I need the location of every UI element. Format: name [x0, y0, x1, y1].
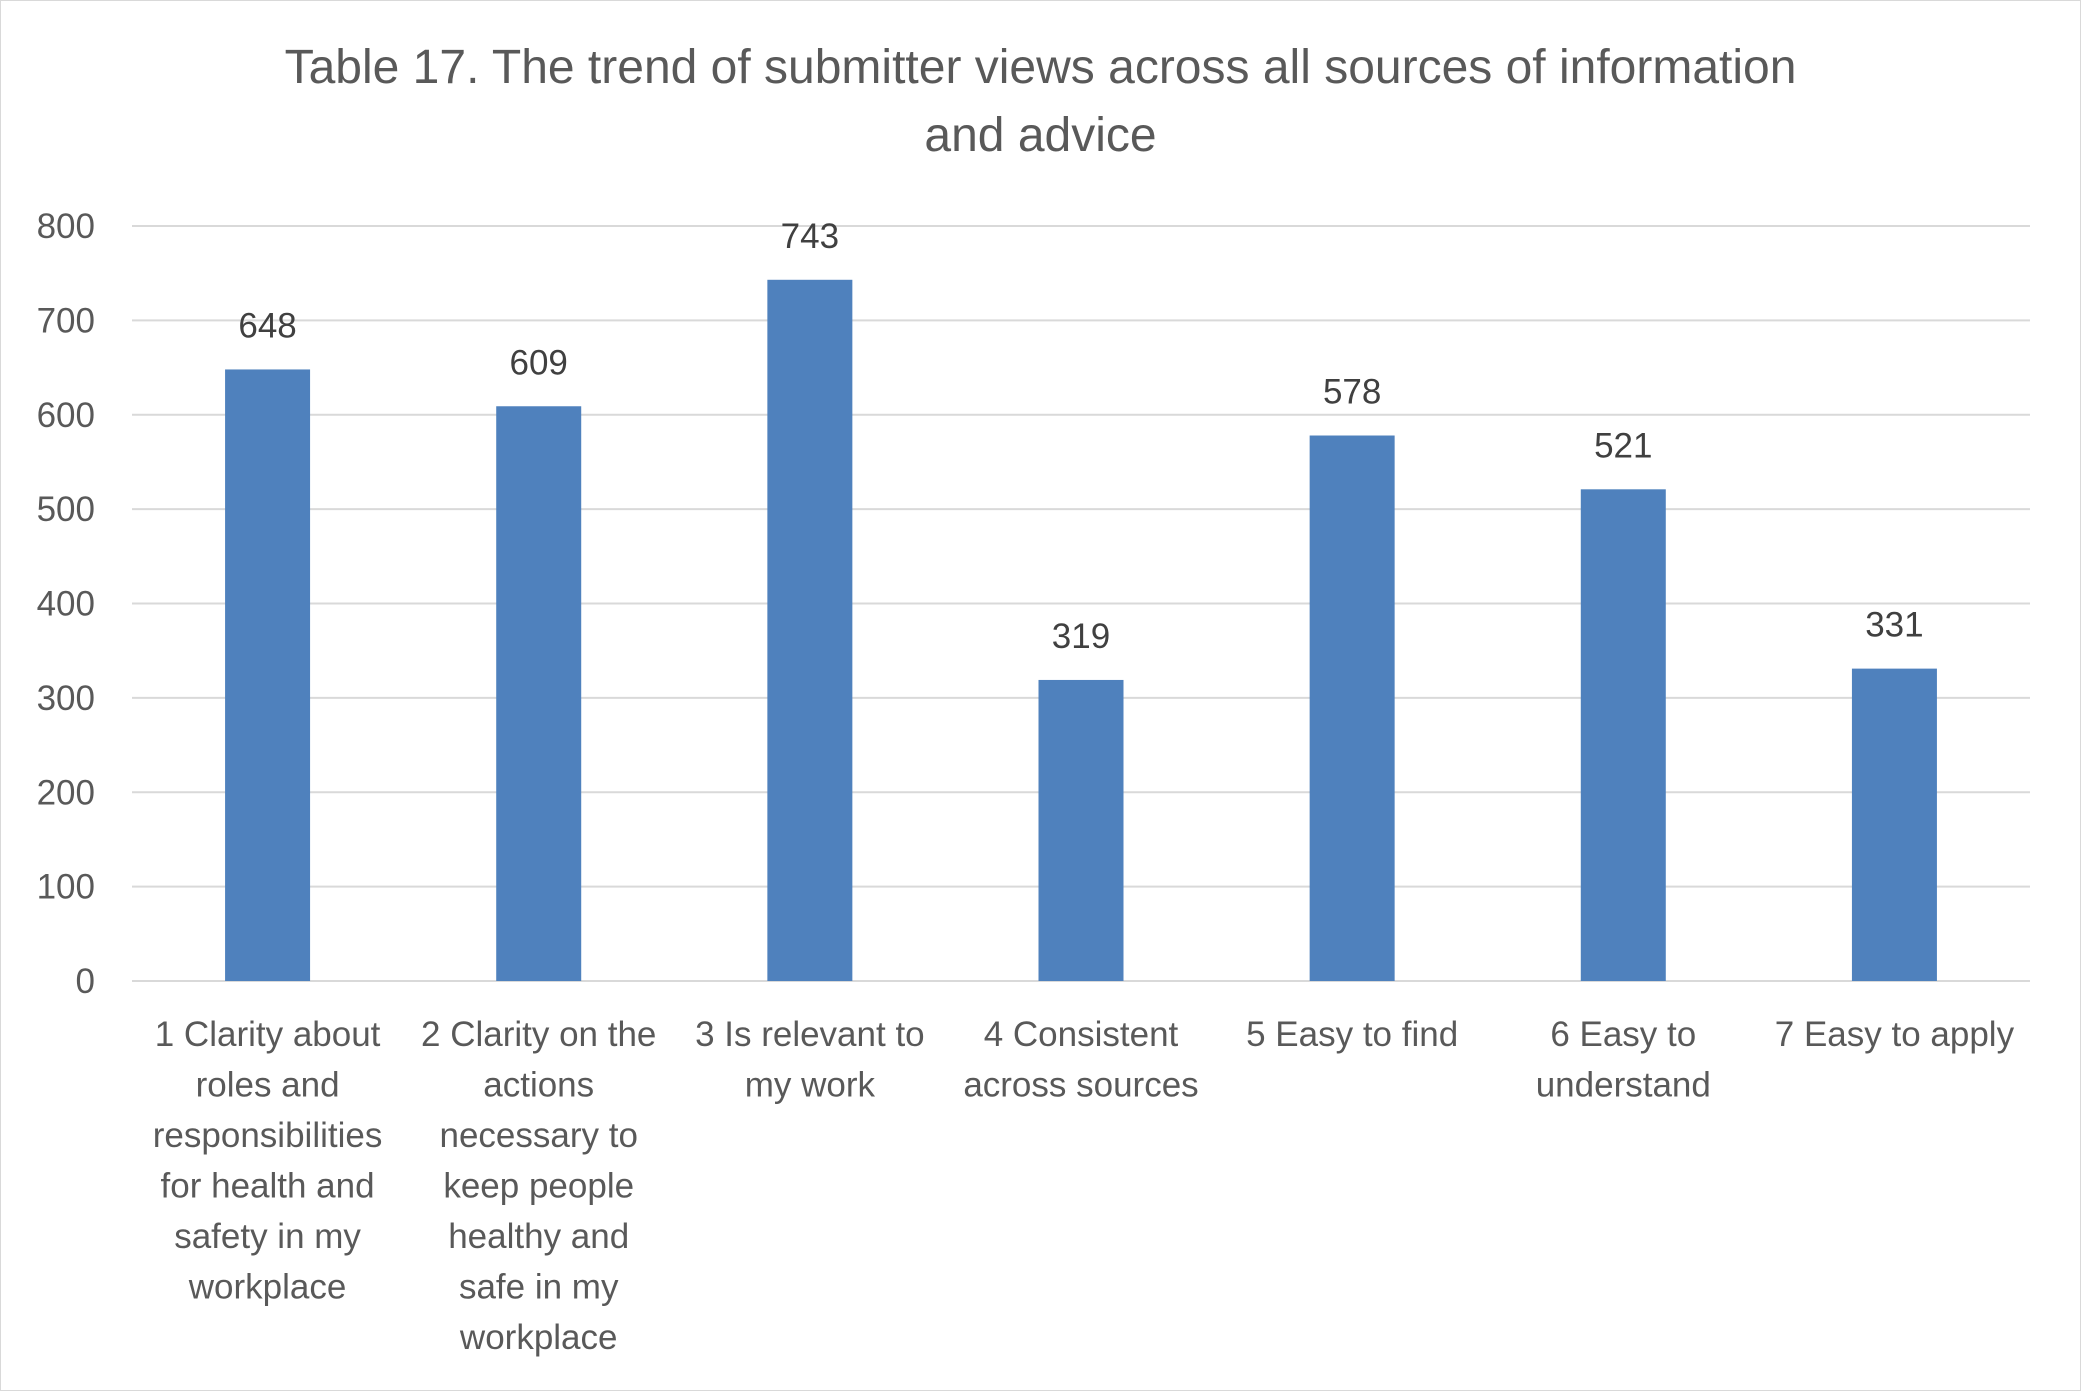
y-tick-label: 800 [37, 207, 95, 246]
bar [1851, 668, 1937, 981]
bar [1309, 435, 1395, 981]
chart-title: Table 17. The trend of submitter views a… [0, 34, 2081, 170]
category-label-line: actions [483, 1066, 594, 1105]
y-axis-ticks: 0 100 200 300 400 500 600 700 800 [37, 207, 95, 1001]
category-label: 3 Is relevant to my work [695, 1015, 925, 1105]
category-label-line: 1 Clarity about [155, 1015, 381, 1054]
y-tick-label: 200 [37, 773, 95, 812]
category-label-line: across sources [963, 1066, 1198, 1105]
category-label-line: keep people [443, 1167, 634, 1206]
bar [767, 279, 853, 981]
category-label-line: safe in my [459, 1268, 619, 1307]
category-label-line: 3 Is relevant to [695, 1015, 925, 1054]
data-label: 319 [1052, 617, 1110, 656]
y-tick-label: 600 [37, 396, 95, 435]
chart-title-line-2: and advice [924, 109, 1157, 162]
category-label: 1 Clarity about roles and responsibilities… [153, 1015, 383, 1307]
data-label: 743 [781, 217, 839, 256]
category-label: 2 Clarity on the actions necessary to keep … [421, 1015, 656, 1357]
y-tick-label: 100 [37, 868, 95, 907]
bar [225, 369, 311, 981]
y-tick-label: 300 [37, 679, 95, 718]
category-label-line: 2 Clarity on the [421, 1015, 656, 1054]
category-label-line: 4 Consistent [984, 1015, 1179, 1054]
category-label-line: workplace [188, 1268, 347, 1307]
category-label: 6 Easy to understand [1536, 1015, 1711, 1105]
bar [1038, 679, 1124, 981]
chart-title-line-1: Table 17. The trend of submitter views a… [284, 41, 1797, 94]
category-label-line: healthy and [448, 1217, 629, 1256]
category-label-line: 5 Easy to find [1246, 1015, 1458, 1054]
category-label: 5 Easy to find [1246, 1015, 1458, 1054]
data-label: 578 [1323, 373, 1381, 412]
category-label-line: responsibilities [153, 1116, 383, 1155]
bar [496, 406, 582, 982]
category-label-line: 6 Easy to [1550, 1015, 1696, 1054]
category-label-line: my work [745, 1066, 876, 1105]
category-label-line: workplace [459, 1318, 618, 1357]
category-label: 4 Consistent across sources [963, 1015, 1198, 1105]
bar [1580, 489, 1666, 981]
data-label: 521 [1594, 426, 1652, 465]
y-tick-label: 500 [37, 490, 95, 529]
y-tick-label: 0 [76, 962, 95, 1001]
y-tick-label: 400 [37, 585, 95, 624]
y-tick-label: 700 [37, 301, 95, 340]
data-labels: 648 609 743 319 578 521 331 [238, 217, 1923, 656]
category-label-line: for health and [161, 1167, 375, 1206]
x-axis-category-labels: 1 Clarity about roles and responsibilities… [153, 1015, 2015, 1357]
data-label: 609 [510, 343, 568, 382]
bars [225, 279, 1937, 982]
category-label-line: 7 Easy to apply [1775, 1015, 2015, 1054]
category-label-line: roles and [196, 1066, 340, 1105]
data-label: 331 [1865, 606, 1923, 645]
category-label-line: necessary to [439, 1116, 637, 1155]
category-label: 7 Easy to apply [1775, 1015, 2015, 1054]
data-label: 648 [238, 306, 296, 345]
category-label-line: understand [1536, 1066, 1711, 1105]
category-label-line: safety in my [174, 1217, 361, 1256]
